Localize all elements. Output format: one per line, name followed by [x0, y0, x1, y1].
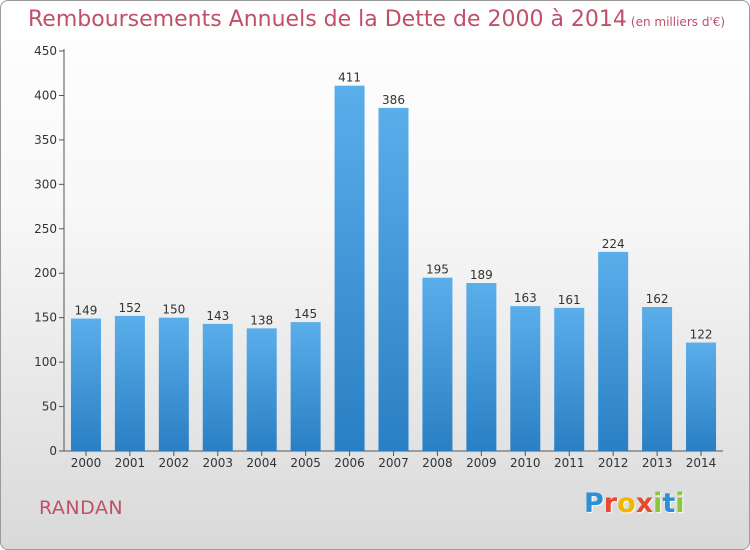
proxiti-logo: Proxiti	[584, 488, 685, 519]
bar	[114, 315, 145, 451]
bar-value-label: 138	[250, 313, 273, 327]
x-tick-label: 2007	[378, 456, 409, 470]
logo-letter: x	[635, 488, 654, 519]
bar	[422, 277, 453, 451]
bar	[202, 323, 233, 451]
x-tick-label: 2000	[71, 456, 102, 470]
x-tick-label: 2012	[598, 456, 629, 470]
logo-letter: o	[617, 488, 636, 519]
bar-value-label: 150	[162, 303, 185, 317]
x-tick-label: 2009	[466, 456, 497, 470]
x-tick-label: 2005	[290, 456, 321, 470]
bar	[466, 283, 497, 451]
y-tick-label: 100	[34, 355, 57, 369]
y-tick-label: 400	[34, 88, 57, 102]
logo-letter: i	[675, 488, 685, 519]
bar	[70, 318, 101, 451]
x-tick-label: 2014	[686, 456, 717, 470]
logo-letter: t	[662, 488, 676, 519]
x-tick-label: 2006	[334, 456, 365, 470]
bar-value-label: 143	[206, 309, 229, 323]
y-tick-label: 300	[34, 177, 57, 191]
x-tick-label: 2010	[510, 456, 541, 470]
bar	[246, 328, 277, 451]
bar	[378, 107, 409, 451]
x-tick-label: 2011	[554, 456, 585, 470]
bar-value-label: 149	[75, 304, 98, 318]
x-tick-label: 2013	[642, 456, 673, 470]
y-tick-label: 450	[34, 44, 57, 58]
bar	[554, 307, 585, 451]
y-tick-label: 350	[34, 133, 57, 147]
bar-value-label: 163	[514, 291, 537, 305]
y-tick-label: 150	[34, 311, 57, 325]
bar-value-label: 195	[426, 263, 449, 277]
y-tick-label: 0	[49, 444, 57, 458]
x-tick-label: 2002	[159, 456, 190, 470]
bar	[598, 251, 629, 451]
x-tick-label: 2008	[422, 456, 453, 470]
logo-letter: P	[584, 488, 604, 519]
bar-value-label: 152	[118, 301, 141, 315]
y-tick-label: 250	[34, 222, 57, 236]
x-tick-label: 2001	[115, 456, 146, 470]
y-tick-label: 200	[34, 266, 57, 280]
x-tick-label: 2003	[202, 456, 233, 470]
bar-value-label: 162	[646, 292, 669, 306]
bar	[158, 317, 189, 451]
bar-value-label: 411	[338, 71, 361, 85]
chart-title-text: Remboursements Annuels de la Dette de 20…	[28, 7, 627, 32]
chart-title: Remboursements Annuels de la Dette de 20…	[28, 7, 725, 32]
bar-value-label: 145	[294, 307, 317, 321]
bar	[642, 307, 673, 451]
y-tick-label: 50	[42, 400, 57, 414]
logo-letter: i	[653, 488, 663, 519]
bar-value-label: 122	[690, 328, 713, 342]
chart-unit: (en milliers d'€)	[630, 15, 726, 29]
logo-letter: r	[603, 488, 618, 519]
bar	[290, 322, 321, 451]
commune-name: RANDAN	[39, 497, 124, 519]
bar	[686, 342, 717, 451]
bar-value-label: 189	[470, 268, 493, 282]
bar-value-label: 386	[382, 93, 405, 107]
bar	[334, 85, 365, 452]
bar-value-label: 224	[602, 237, 625, 251]
bar	[510, 306, 541, 451]
bar-value-label: 161	[558, 293, 581, 307]
x-tick-label: 2004	[246, 456, 277, 470]
